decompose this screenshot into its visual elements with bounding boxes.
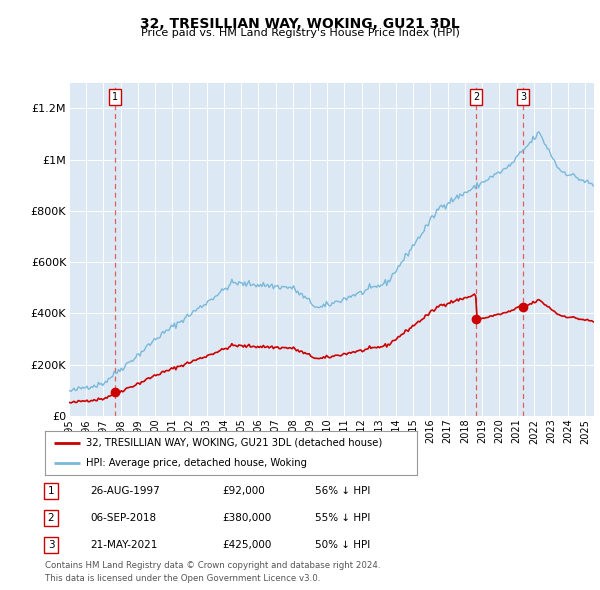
Text: 26-AUG-1997: 26-AUG-1997 — [90, 486, 160, 496]
Text: 1: 1 — [112, 91, 118, 101]
Text: £92,000: £92,000 — [222, 486, 265, 496]
Text: 3: 3 — [47, 540, 55, 550]
Text: 06-SEP-2018: 06-SEP-2018 — [90, 513, 156, 523]
Text: 55% ↓ HPI: 55% ↓ HPI — [315, 513, 370, 523]
Text: 32, TRESILLIAN WAY, WOKING, GU21 3DL: 32, TRESILLIAN WAY, WOKING, GU21 3DL — [140, 17, 460, 31]
Text: 32, TRESILLIAN WAY, WOKING, GU21 3DL (detached house): 32, TRESILLIAN WAY, WOKING, GU21 3DL (de… — [86, 438, 382, 448]
Text: 50% ↓ HPI: 50% ↓ HPI — [315, 540, 370, 550]
Text: Contains HM Land Registry data © Crown copyright and database right 2024.: Contains HM Land Registry data © Crown c… — [45, 561, 380, 570]
Text: HPI: Average price, detached house, Woking: HPI: Average price, detached house, Woki… — [86, 458, 307, 468]
Text: £425,000: £425,000 — [222, 540, 271, 550]
Text: 21-MAY-2021: 21-MAY-2021 — [90, 540, 157, 550]
Text: 56% ↓ HPI: 56% ↓ HPI — [315, 486, 370, 496]
Text: This data is licensed under the Open Government Licence v3.0.: This data is licensed under the Open Gov… — [45, 574, 320, 583]
Text: Price paid vs. HM Land Registry's House Price Index (HPI): Price paid vs. HM Land Registry's House … — [140, 28, 460, 38]
Text: 3: 3 — [520, 91, 526, 101]
Text: 2: 2 — [473, 91, 479, 101]
Text: £380,000: £380,000 — [222, 513, 271, 523]
Text: 1: 1 — [47, 486, 55, 496]
Text: 2: 2 — [47, 513, 55, 523]
